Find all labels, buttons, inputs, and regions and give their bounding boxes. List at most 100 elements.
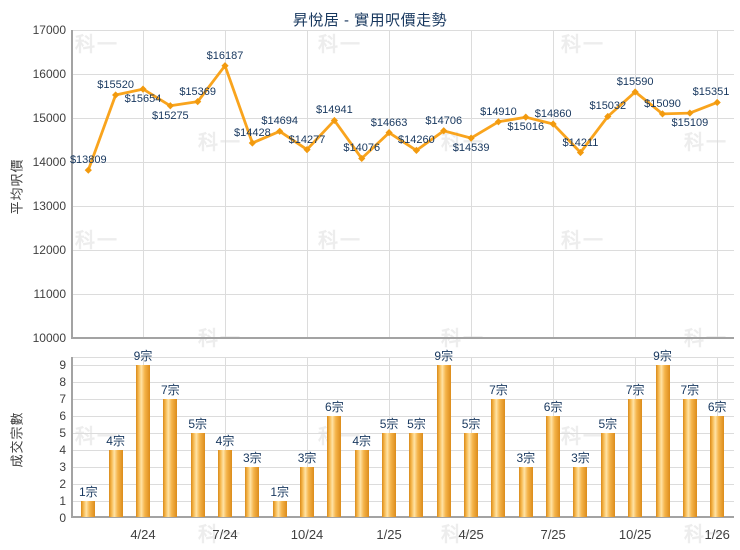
data-point-marker bbox=[412, 146, 421, 154]
data-point-label: $15590 bbox=[616, 75, 654, 88]
bar-value-label: 6宗 bbox=[325, 400, 344, 414]
transaction-count-bar bbox=[573, 467, 588, 517]
bar-value-label: 7宗 bbox=[680, 383, 700, 397]
x-axis-tick-label: 10/24 bbox=[290, 527, 324, 542]
watermark-text: 科一 bbox=[318, 230, 362, 252]
watermark-text: 科一 bbox=[75, 230, 119, 252]
data-point-label: $14076 bbox=[343, 142, 381, 155]
bar-value-label: 1宗 bbox=[270, 485, 290, 499]
y-axis-tick-label: 2 bbox=[59, 477, 66, 491]
y-axis-tick-label: 8 bbox=[59, 375, 66, 389]
x-axis-line bbox=[71, 516, 734, 518]
gridline bbox=[225, 357, 226, 517]
gridline bbox=[71, 450, 734, 451]
gridline bbox=[717, 30, 719, 338]
watermark-text: 科一 bbox=[198, 524, 242, 546]
data-point-marker bbox=[248, 139, 256, 147]
watermark-text: 科一 bbox=[561, 426, 605, 448]
data-point-marker bbox=[576, 148, 585, 157]
y-axis-line bbox=[71, 357, 73, 517]
bar-value-label: 3宗 bbox=[297, 451, 317, 465]
y-axis-tick-label: 10000 bbox=[32, 330, 66, 345]
gridline bbox=[71, 467, 734, 468]
data-point-label: $14539 bbox=[452, 142, 490, 155]
data-point-label: $15275 bbox=[151, 109, 189, 122]
transaction-count-bar bbox=[300, 467, 315, 517]
y-axis-tick-label: 4 bbox=[59, 443, 66, 457]
data-point-label: $15032 bbox=[589, 100, 627, 113]
data-point-label: $14663 bbox=[370, 116, 408, 129]
x-axis-tick-label: 4/25 bbox=[458, 527, 484, 542]
watermark-text: 科一 bbox=[318, 34, 362, 56]
gridline bbox=[71, 484, 734, 485]
data-point-label: $15351 bbox=[692, 86, 730, 99]
data-point-marker bbox=[604, 112, 612, 121]
data-point-marker bbox=[194, 98, 202, 106]
gridline bbox=[71, 416, 734, 417]
bar-value-label: 9宗 bbox=[434, 349, 454, 363]
y-axis-tick-label: 16000 bbox=[32, 66, 66, 81]
y-axis-tick-label: 6 bbox=[59, 409, 66, 423]
watermark-text: 科一 bbox=[684, 524, 728, 546]
bar-value-label: 5宗 bbox=[598, 417, 618, 431]
gridline bbox=[389, 30, 391, 338]
bar-value-label: 3宗 bbox=[243, 451, 262, 465]
x-axis-tick-label: 7/24 bbox=[212, 527, 238, 542]
gridline bbox=[71, 365, 734, 366]
bar-value-label: 1宗 bbox=[78, 485, 98, 499]
data-point-label: $14694 bbox=[261, 115, 299, 128]
gridline bbox=[71, 382, 734, 383]
transaction-count-bar bbox=[354, 450, 369, 517]
y-axis-tick-label: 15000 bbox=[32, 110, 66, 125]
data-point-label: $14706 bbox=[425, 114, 463, 127]
x-axis-tick-label: 4/24 bbox=[130, 527, 156, 542]
data-point-label: $15369 bbox=[179, 85, 217, 98]
transaction-count-bar bbox=[327, 416, 342, 517]
watermark-text: 科一 bbox=[684, 132, 728, 154]
x-axis-tick-label: 10/25 bbox=[618, 527, 652, 542]
watermark-text: 科一 bbox=[441, 524, 485, 546]
y-axis-tick-label: 5 bbox=[59, 426, 66, 440]
x-axis-tick-label: 7/25 bbox=[540, 527, 566, 542]
bar-value-label: 9宗 bbox=[133, 349, 153, 363]
y-axis-tick-label: 11000 bbox=[33, 286, 66, 301]
transaction-count-bar bbox=[272, 501, 287, 517]
y-axis-tick-label: 17000 bbox=[32, 23, 66, 37]
y-axis-tick-label: 7 bbox=[59, 392, 66, 406]
transaction-count-bar bbox=[409, 433, 424, 517]
bar-value-label: 6宗 bbox=[707, 400, 727, 414]
gridline bbox=[71, 433, 734, 434]
bar-value-label: 5宗 bbox=[379, 417, 399, 431]
data-point-label: $15090 bbox=[644, 97, 681, 110]
data-point-label: $14277 bbox=[288, 133, 326, 146]
transaction-count-bar bbox=[600, 433, 615, 517]
y-axis-tick-label: 14000 bbox=[32, 154, 66, 169]
plot-top-border bbox=[71, 357, 734, 358]
y-axis-tick-label: 12000 bbox=[32, 242, 66, 257]
transaction-count-bar bbox=[436, 365, 451, 517]
bar-value-label: 7宗 bbox=[489, 383, 508, 397]
watermark-text: 科一 bbox=[441, 328, 485, 350]
transaction-count-bar bbox=[491, 399, 506, 517]
y-axis-tick-label: 9 bbox=[59, 358, 66, 372]
transaction-count-bar bbox=[518, 467, 533, 517]
data-point-label: $14260 bbox=[398, 134, 435, 147]
transaction-count-bar bbox=[81, 501, 96, 517]
transaction-count-bar bbox=[382, 433, 397, 517]
watermark-text: 科一 bbox=[561, 34, 605, 56]
gridline bbox=[553, 30, 555, 338]
chart-title: 昇悅居 - 實用呎價走勢 bbox=[292, 12, 448, 29]
transaction-count-bar bbox=[218, 450, 232, 517]
transaction-count-bar bbox=[546, 416, 561, 517]
transaction-count-bar bbox=[655, 365, 670, 517]
watermark-text: 科一 bbox=[75, 34, 119, 56]
bar-value-label: 4宗 bbox=[106, 434, 125, 448]
gridline bbox=[635, 30, 637, 338]
bar-value-label: 9宗 bbox=[653, 349, 672, 363]
transaction-count-bar bbox=[682, 399, 697, 517]
transaction-count-bar bbox=[135, 365, 150, 517]
data-point-label: $14428 bbox=[233, 126, 271, 139]
watermark-text: 科一 bbox=[684, 328, 728, 350]
bar-value-label: 7宗 bbox=[160, 383, 180, 397]
